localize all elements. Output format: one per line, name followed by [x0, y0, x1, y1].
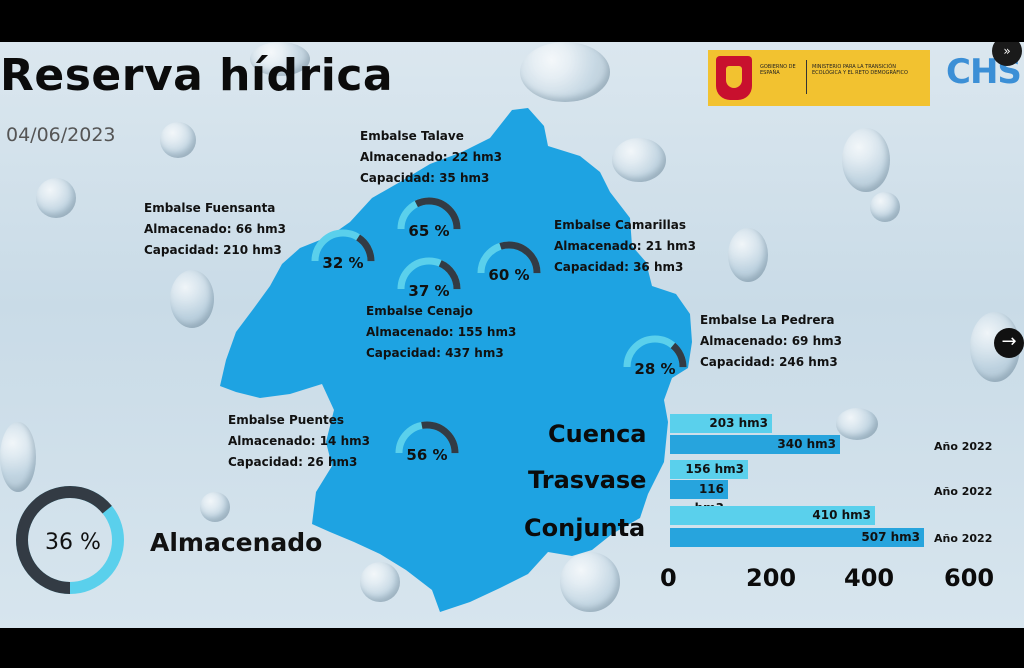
x-tick-label: 200: [746, 564, 797, 592]
reservoir-name: Embalse Puentes: [228, 413, 344, 427]
reservoir-camarillas-label: Embalse Camarillas Almacenado: 21 hm3 Ca…: [554, 215, 696, 278]
gauge-percentage: 37 %: [408, 282, 450, 300]
x-tick-label: 600: [944, 564, 995, 592]
gauge-fill: [395, 421, 459, 485]
reservoir-capacity: Capacidad: 246 hm3: [700, 355, 838, 369]
year-label: Año 2022: [934, 485, 993, 498]
reservoir-name: Embalse Talave: [360, 129, 464, 143]
year-label: Año 2022: [934, 532, 993, 545]
category-label-cuenca: Cuenca: [548, 420, 647, 448]
water-drop: [36, 178, 76, 218]
gauge-fill: [397, 257, 461, 321]
gauge-fuensanta: 32 %: [310, 228, 376, 298]
water-drop: [520, 42, 610, 102]
reservoir-stored: Almacenado: 21 hm3: [554, 239, 696, 253]
gobierno-logo: GOBIERNO DE ESPAÑA MINISTERIO PARA LA TR…: [708, 50, 930, 106]
reservoir-name: Embalse Cenajo: [366, 304, 473, 318]
reservoir-capacity: Capacidad: 26 hm3: [228, 455, 358, 469]
gauge-percentage: 28 %: [634, 360, 676, 378]
water-drop: [836, 408, 878, 440]
total-ring: [16, 486, 124, 594]
logo-divider: [806, 60, 807, 94]
water-drop: [250, 42, 310, 76]
gauge-arc: [397, 197, 461, 261]
water-drop: [560, 552, 620, 612]
water-drop: [870, 192, 900, 222]
total-percentage: 36 %: [45, 530, 101, 555]
total-label: Almacenado: [150, 528, 323, 557]
reservoir-stored: Almacenado: 14 hm3: [228, 434, 370, 448]
collapse-button[interactable]: »: [992, 42, 1022, 66]
gauge-fill: [397, 197, 461, 261]
date-label: 04/06/2023: [6, 124, 116, 146]
next-slide-button[interactable]: →: [994, 328, 1024, 358]
reservoir-capacity: Capacidad: 35 hm3: [360, 171, 490, 185]
reservoir-stored: Almacenado: 66 hm3: [144, 222, 286, 236]
bar-trasvase-2022: 116 hm3: [670, 480, 728, 515]
water-drop: [612, 138, 666, 182]
water-drop: [170, 270, 214, 328]
reservoir-cenajo-label: Embalse Cenajo Almacenado: 155 hm3 Capac…: [366, 301, 516, 364]
gauge-talave: 65 %: [396, 196, 462, 266]
reservoir-puentes-label: Embalse Puentes Almacenado: 14 hm3 Capac…: [228, 410, 370, 473]
gauge-arc: [477, 241, 541, 305]
gauge-percentage: 60 %: [488, 266, 530, 284]
gauge-camarillas: 60 %: [476, 240, 542, 310]
category-label-trasvase: Trasvase: [528, 466, 647, 494]
year-label: Año 2022: [934, 440, 993, 453]
gauge-percentage: 65 %: [408, 222, 450, 240]
gauge-arc: [311, 229, 375, 293]
reservoir-capacity: Capacidad: 36 hm3: [554, 260, 684, 274]
reservoir-stored: Almacenado: 155 hm3: [366, 325, 517, 339]
gauge-puentes: 56 %: [394, 420, 460, 490]
reservoir-name: Embalse La Pedrera: [700, 313, 835, 327]
reservoir-capacity: Capacidad: 210 hm3: [144, 243, 282, 257]
gauge-percentage: 56 %: [406, 446, 448, 464]
reservoir-name: Embalse Fuensanta: [144, 201, 276, 215]
page-title: Reserva hídrica: [0, 50, 394, 101]
total-ring-fill: [16, 486, 124, 594]
reservoir-stored: Almacenado: 22 hm3: [360, 150, 502, 164]
water-drop: [200, 492, 230, 522]
ministerio-text: MINISTERIO PARA LA TRANSICIÓN ECOLÓGICA …: [812, 64, 908, 76]
gauge-fill: [311, 229, 375, 293]
x-tick-label: 400: [844, 564, 895, 592]
reservoir-fuensanta-label: Embalse Fuensanta Almacenado: 66 hm3 Cap…: [144, 198, 286, 261]
reservoir-pedrera-label: Embalse La Pedrera Almacenado: 69 hm3 Ca…: [700, 310, 842, 373]
water-drop: [160, 122, 196, 158]
gauge-arc: [395, 421, 459, 485]
gauge-arc: [623, 335, 687, 399]
bar-cuenca-current: 203 hm3: [670, 414, 772, 433]
gauge-cenajo: 37 %: [396, 256, 462, 326]
gauge-pedrera: 28 %: [622, 334, 688, 404]
bar-conjunta-2022: 507 hm3: [670, 528, 924, 547]
reservoir-stored: Almacenado: 69 hm3: [700, 334, 842, 348]
water-drop: [360, 562, 400, 602]
coat-of-arms-icon: [716, 56, 752, 100]
gauge-percentage: 32 %: [322, 254, 364, 272]
x-tick-label: 0: [660, 564, 677, 592]
gauge-fill: [623, 335, 687, 399]
bar-trasvase-current: 156 hm3: [670, 460, 748, 479]
water-drop: [842, 128, 890, 192]
gauge-fill: [477, 241, 541, 305]
water-drop: [728, 228, 768, 282]
reservoir-capacity: Capacidad: 437 hm3: [366, 346, 504, 360]
gobierno-text: GOBIERNO DE ESPAÑA: [760, 64, 796, 76]
reservoir-name: Embalse Camarillas: [554, 218, 686, 232]
slide: Reserva hídrica 04/06/2023 GOBIERNO DE E…: [0, 42, 1024, 628]
bar-conjunta-current: 410 hm3: [670, 506, 875, 525]
reservoir-talave-label: Embalse Talave Almacenado: 22 hm3 Capaci…: [360, 126, 502, 189]
gauge-arc: [397, 257, 461, 321]
category-label-conjunta: Conjunta: [524, 514, 646, 542]
bar-cuenca-2022: 340 hm3: [670, 435, 840, 454]
water-drop: [0, 422, 36, 492]
